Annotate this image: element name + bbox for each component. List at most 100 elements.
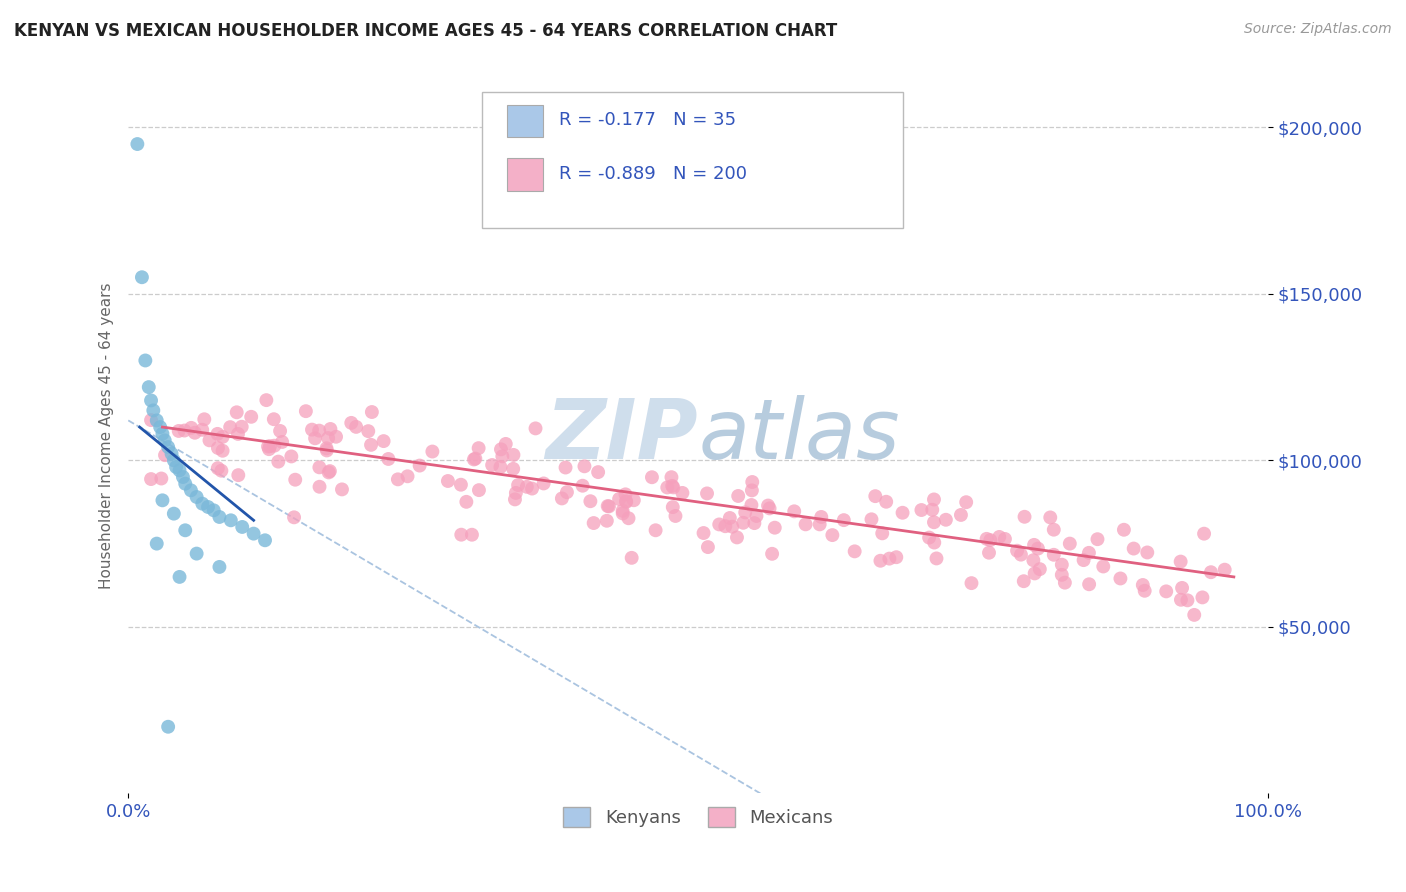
Point (208, 560, 231, 574)
Point (662, 480, 685, 494)
Point (744, 516, 766, 530)
Point (186, 547, 208, 561)
Point (955, 495, 977, 509)
Point (225, 405, 247, 419)
Point (1199, 565, 1222, 579)
Point (994, 532, 1017, 546)
Point (617, 511, 640, 525)
Point (308, 424, 330, 438)
Point (207, 461, 229, 475)
Point (193, 412, 215, 426)
Point (191, 497, 214, 511)
Point (860, 512, 883, 526)
Point (495, 437, 517, 451)
Point (696, 486, 718, 500)
Point (308, 460, 330, 475)
Point (145, 536, 167, 550)
Point (524, 421, 547, 435)
Point (921, 502, 943, 516)
Point (174, 476, 197, 491)
Point (1029, 562, 1052, 576)
Point (153, 448, 176, 462)
Point (357, 424, 380, 438)
Point (461, 527, 484, 541)
Point (612, 507, 634, 521)
Point (574, 459, 596, 474)
Text: ZIP: ZIP (546, 395, 699, 476)
Point (1073, 553, 1095, 567)
Point (733, 516, 755, 530)
Point (1077, 546, 1099, 560)
Point (1022, 538, 1045, 552)
Point (489, 460, 512, 475)
Point (169, 463, 191, 477)
Point (1026, 541, 1049, 556)
Point (373, 434, 395, 449)
Point (219, 513, 242, 527)
FancyBboxPatch shape (506, 104, 543, 136)
Point (949, 508, 972, 522)
Point (1039, 510, 1062, 524)
Point (714, 519, 737, 533)
Point (1024, 566, 1046, 581)
Point (979, 533, 1001, 547)
Point (259, 439, 281, 453)
Point (598, 500, 620, 514)
Point (922, 515, 945, 529)
Point (644, 523, 666, 537)
Point (623, 493, 645, 508)
Point (879, 551, 901, 566)
Point (191, 423, 214, 437)
Point (325, 430, 347, 444)
Point (586, 465, 609, 479)
Point (1005, 543, 1028, 558)
Point (184, 425, 207, 440)
Point (283, 510, 305, 524)
Point (208, 510, 231, 524)
Point (502, 448, 524, 462)
Point (139, 413, 162, 427)
Point (491, 450, 513, 464)
Point (267, 455, 290, 469)
Point (1010, 548, 1032, 562)
Point (579, 494, 602, 508)
Point (922, 492, 945, 507)
Point (202, 503, 225, 517)
Point (360, 405, 382, 419)
Point (172, 470, 194, 484)
Point (319, 464, 342, 478)
Point (1133, 583, 1156, 598)
Point (226, 468, 249, 483)
Point (1050, 567, 1073, 582)
Point (756, 499, 779, 513)
Point (554, 460, 576, 475)
Point (1132, 578, 1154, 592)
Point (209, 464, 232, 478)
Point (131, 270, 153, 285)
Point (1191, 591, 1213, 605)
Point (1109, 572, 1132, 586)
Point (960, 576, 983, 591)
Point (211, 430, 233, 444)
Point (614, 495, 637, 509)
Point (160, 447, 183, 461)
Point (226, 426, 249, 441)
Point (614, 487, 637, 501)
Point (263, 412, 285, 426)
Point (875, 495, 897, 509)
Point (891, 506, 914, 520)
Point (437, 474, 460, 488)
Point (718, 511, 741, 525)
Point (180, 421, 202, 435)
Point (271, 434, 294, 449)
Point (661, 470, 683, 484)
Point (1050, 558, 1073, 572)
Point (607, 491, 630, 506)
Point (242, 526, 264, 541)
Point (464, 451, 486, 466)
Point (884, 550, 907, 565)
Point (620, 550, 643, 565)
Point (1059, 536, 1081, 550)
Point (1078, 577, 1101, 591)
Point (721, 519, 744, 533)
